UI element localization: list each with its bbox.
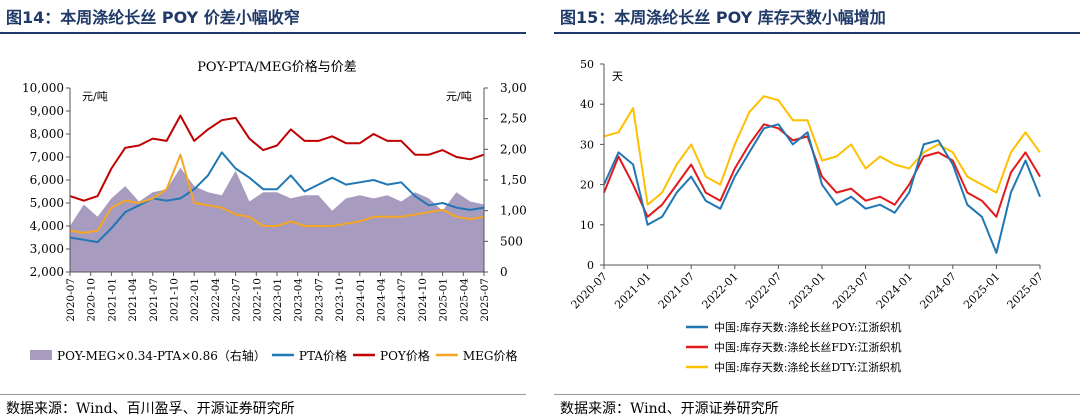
y2-tick-label: 1,000: [500, 204, 526, 218]
title-rule: [0, 32, 526, 34]
series-line-2: [603, 95, 1041, 206]
series-line-3: [69, 153, 485, 234]
x-tick-label: 2025-07: [479, 278, 491, 322]
x-tick-label: 2023-10: [334, 278, 346, 322]
y-tick-label: 6,000: [30, 173, 64, 187]
y-tick-label: 3,000: [30, 242, 64, 256]
x-tick-label: 2020-07: [569, 270, 611, 312]
title-rule: [554, 32, 1080, 34]
series-line-2: [69, 114, 485, 202]
x-tick-label: 2024-01: [874, 270, 916, 312]
x-tick-label: 2023-01: [272, 278, 284, 322]
series-line-0: [603, 123, 1041, 254]
y-tick-label: 7,000: [30, 150, 64, 164]
x-tick-label: 2024-04: [376, 278, 388, 322]
y-tick-label: 0: [587, 259, 594, 272]
x-tick-label: 2024-07: [396, 278, 408, 322]
bottom-rule: [0, 394, 526, 395]
y-tick-label: 2,000: [30, 265, 64, 279]
x-tick-label: 2022-07: [743, 270, 785, 312]
y2-tick-label: 0: [500, 265, 508, 279]
y-tick-label: 50: [580, 58, 594, 71]
x-tick-label: 2020-07: [65, 278, 77, 322]
legend-label: PTA价格: [299, 348, 347, 363]
figure-title: 图15：本周涤纶长丝 POY 库存天数小幅增加: [560, 8, 886, 27]
inventory-days-chart: 0 10 20 30 40 50 天 2020-07 2021-01 2021-07 2022-01…: [569, 58, 1047, 374]
y-tick-label: 40: [580, 98, 594, 111]
y-tick-label: 8,000: [30, 127, 64, 141]
price-spread-chart: POY-PTA/MEG价格与价差 2,000 3,000 4,000 5,000 6,00…: [22, 59, 526, 363]
y-axis-unit: 元/吨: [82, 90, 108, 103]
x-tick-label: 2024-10: [417, 278, 429, 322]
x-tick-label: 2023-07: [313, 278, 325, 322]
x-tick-label: 2025-01: [961, 270, 1003, 312]
data-source: 数据来源：Wind、开源证券研究所: [560, 401, 779, 417]
y-tick-label: 4,000: [30, 219, 64, 233]
y-tick-label: 5,000: [30, 196, 64, 210]
x-tick-label: 2023-04: [293, 278, 305, 322]
x-tick-label: 2021-01: [612, 270, 654, 312]
y-tick-label: 30: [580, 138, 594, 151]
y2-tick-label: 500: [500, 234, 523, 248]
x-tick-label: 2024-01: [355, 278, 367, 322]
x-tick-label: 2025-01: [438, 278, 450, 322]
x-tick-label: 2021-07: [656, 270, 698, 312]
series-line-1: [603, 123, 1041, 218]
left-figure: 图14：本周涤纶长丝 POY 价差小幅收窄 POY-PTA/MEG价格与价差 2,…: [0, 0, 526, 418]
x-tick-label: 2023-07: [830, 270, 872, 312]
chart-title: POY-PTA/MEG价格与价差: [197, 59, 357, 75]
x-tick-label: 2025-07: [1005, 270, 1047, 312]
x-tick-label: 2022-07: [231, 278, 243, 322]
x-tick-label: 2021-07: [148, 278, 160, 322]
spread-area-series: [70, 167, 484, 272]
right-figure: 图15：本周涤纶长丝 POY 库存天数小幅增加 0 10 20 30 40 50 天 2020…: [554, 0, 1080, 418]
x-tick-label: 2022-04: [210, 278, 222, 322]
legend-label: 中国:库存天数:涤纶长丝POY:江浙织机: [714, 320, 901, 334]
y2-tick-label: 3,000: [500, 81, 526, 95]
x-tick-label: 2025-04: [458, 278, 470, 322]
x-tick-label: 2021-10: [169, 278, 181, 322]
legend-label: POY-MEG×0.34-PTA×0.86（右轴）: [57, 348, 266, 363]
y2-tick-label: 1,500: [500, 173, 526, 187]
x-tick-label: 2023-01: [787, 270, 829, 312]
legend-label: POY价格: [380, 348, 430, 363]
x-tick-label: 2022-01: [189, 278, 201, 322]
y-tick-label: 10,000: [22, 81, 64, 95]
x-tick-label: 2021-04: [127, 278, 139, 322]
y-tick-label: 20: [580, 179, 594, 192]
y-tick-label: 9,000: [30, 104, 64, 118]
y-tick-label: 10: [580, 219, 594, 232]
x-tick-label: 2022-01: [699, 270, 741, 312]
y2-tick-label: 2,000: [500, 142, 526, 156]
y2-axis-unit: 元/吨: [446, 90, 472, 103]
data-source: 数据来源：Wind、百川盈孚、开源证券研究所: [6, 401, 295, 417]
x-tick-label: 2024-07: [917, 270, 959, 312]
x-tick-label: 2021-01: [106, 278, 118, 322]
y-axis-unit: 天: [612, 70, 623, 83]
y2-tick-label: 2,500: [500, 112, 526, 126]
legend-label: 中国:库存天数:涤纶长丝FDY:江浙织机: [714, 340, 901, 354]
x-tick-label: 2022-10: [251, 278, 263, 322]
figure-title: 图14：本周涤纶长丝 POY 价差小幅收窄: [6, 8, 300, 27]
series-line-1: [69, 151, 485, 244]
legend-label: 中国:库存天数:涤纶长丝DTY:江浙织机: [714, 360, 901, 374]
legend-swatch: [30, 350, 52, 360]
legend-label: MEG价格: [463, 348, 518, 363]
bottom-rule: [554, 394, 1080, 395]
x-tick-label: 2020-10: [86, 278, 98, 322]
